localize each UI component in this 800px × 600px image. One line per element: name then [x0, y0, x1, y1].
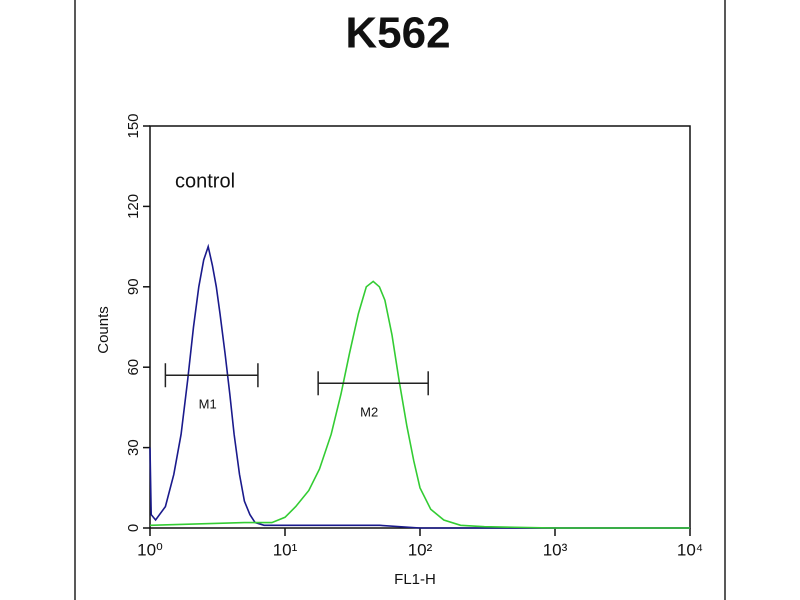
y-tick-label: 150 — [125, 113, 142, 138]
marker-label: M2 — [360, 405, 378, 420]
series-annotation: control — [175, 170, 235, 192]
x-tick-label: 10³ — [543, 540, 568, 559]
x-axis-label: FL1-H — [394, 571, 436, 588]
histogram-line — [149, 243, 690, 529]
y-tick-label: 30 — [125, 439, 142, 456]
x-tick-label: 10² — [408, 540, 433, 559]
histogram-line — [149, 280, 690, 529]
y-tick-label: 120 — [125, 194, 142, 219]
x-tick-label: 10⁰ — [137, 540, 163, 559]
y-tick-label: 90 — [125, 278, 142, 295]
chart-title: K562 — [345, 9, 450, 58]
y-tick-label: 0 — [125, 524, 142, 532]
y-axis-label: Counts — [95, 306, 112, 354]
x-tick-label: 10¹ — [273, 540, 298, 559]
marker-label: M1 — [199, 397, 217, 412]
y-tick-label: 60 — [125, 359, 142, 376]
x-tick-label: 10⁴ — [677, 540, 703, 559]
